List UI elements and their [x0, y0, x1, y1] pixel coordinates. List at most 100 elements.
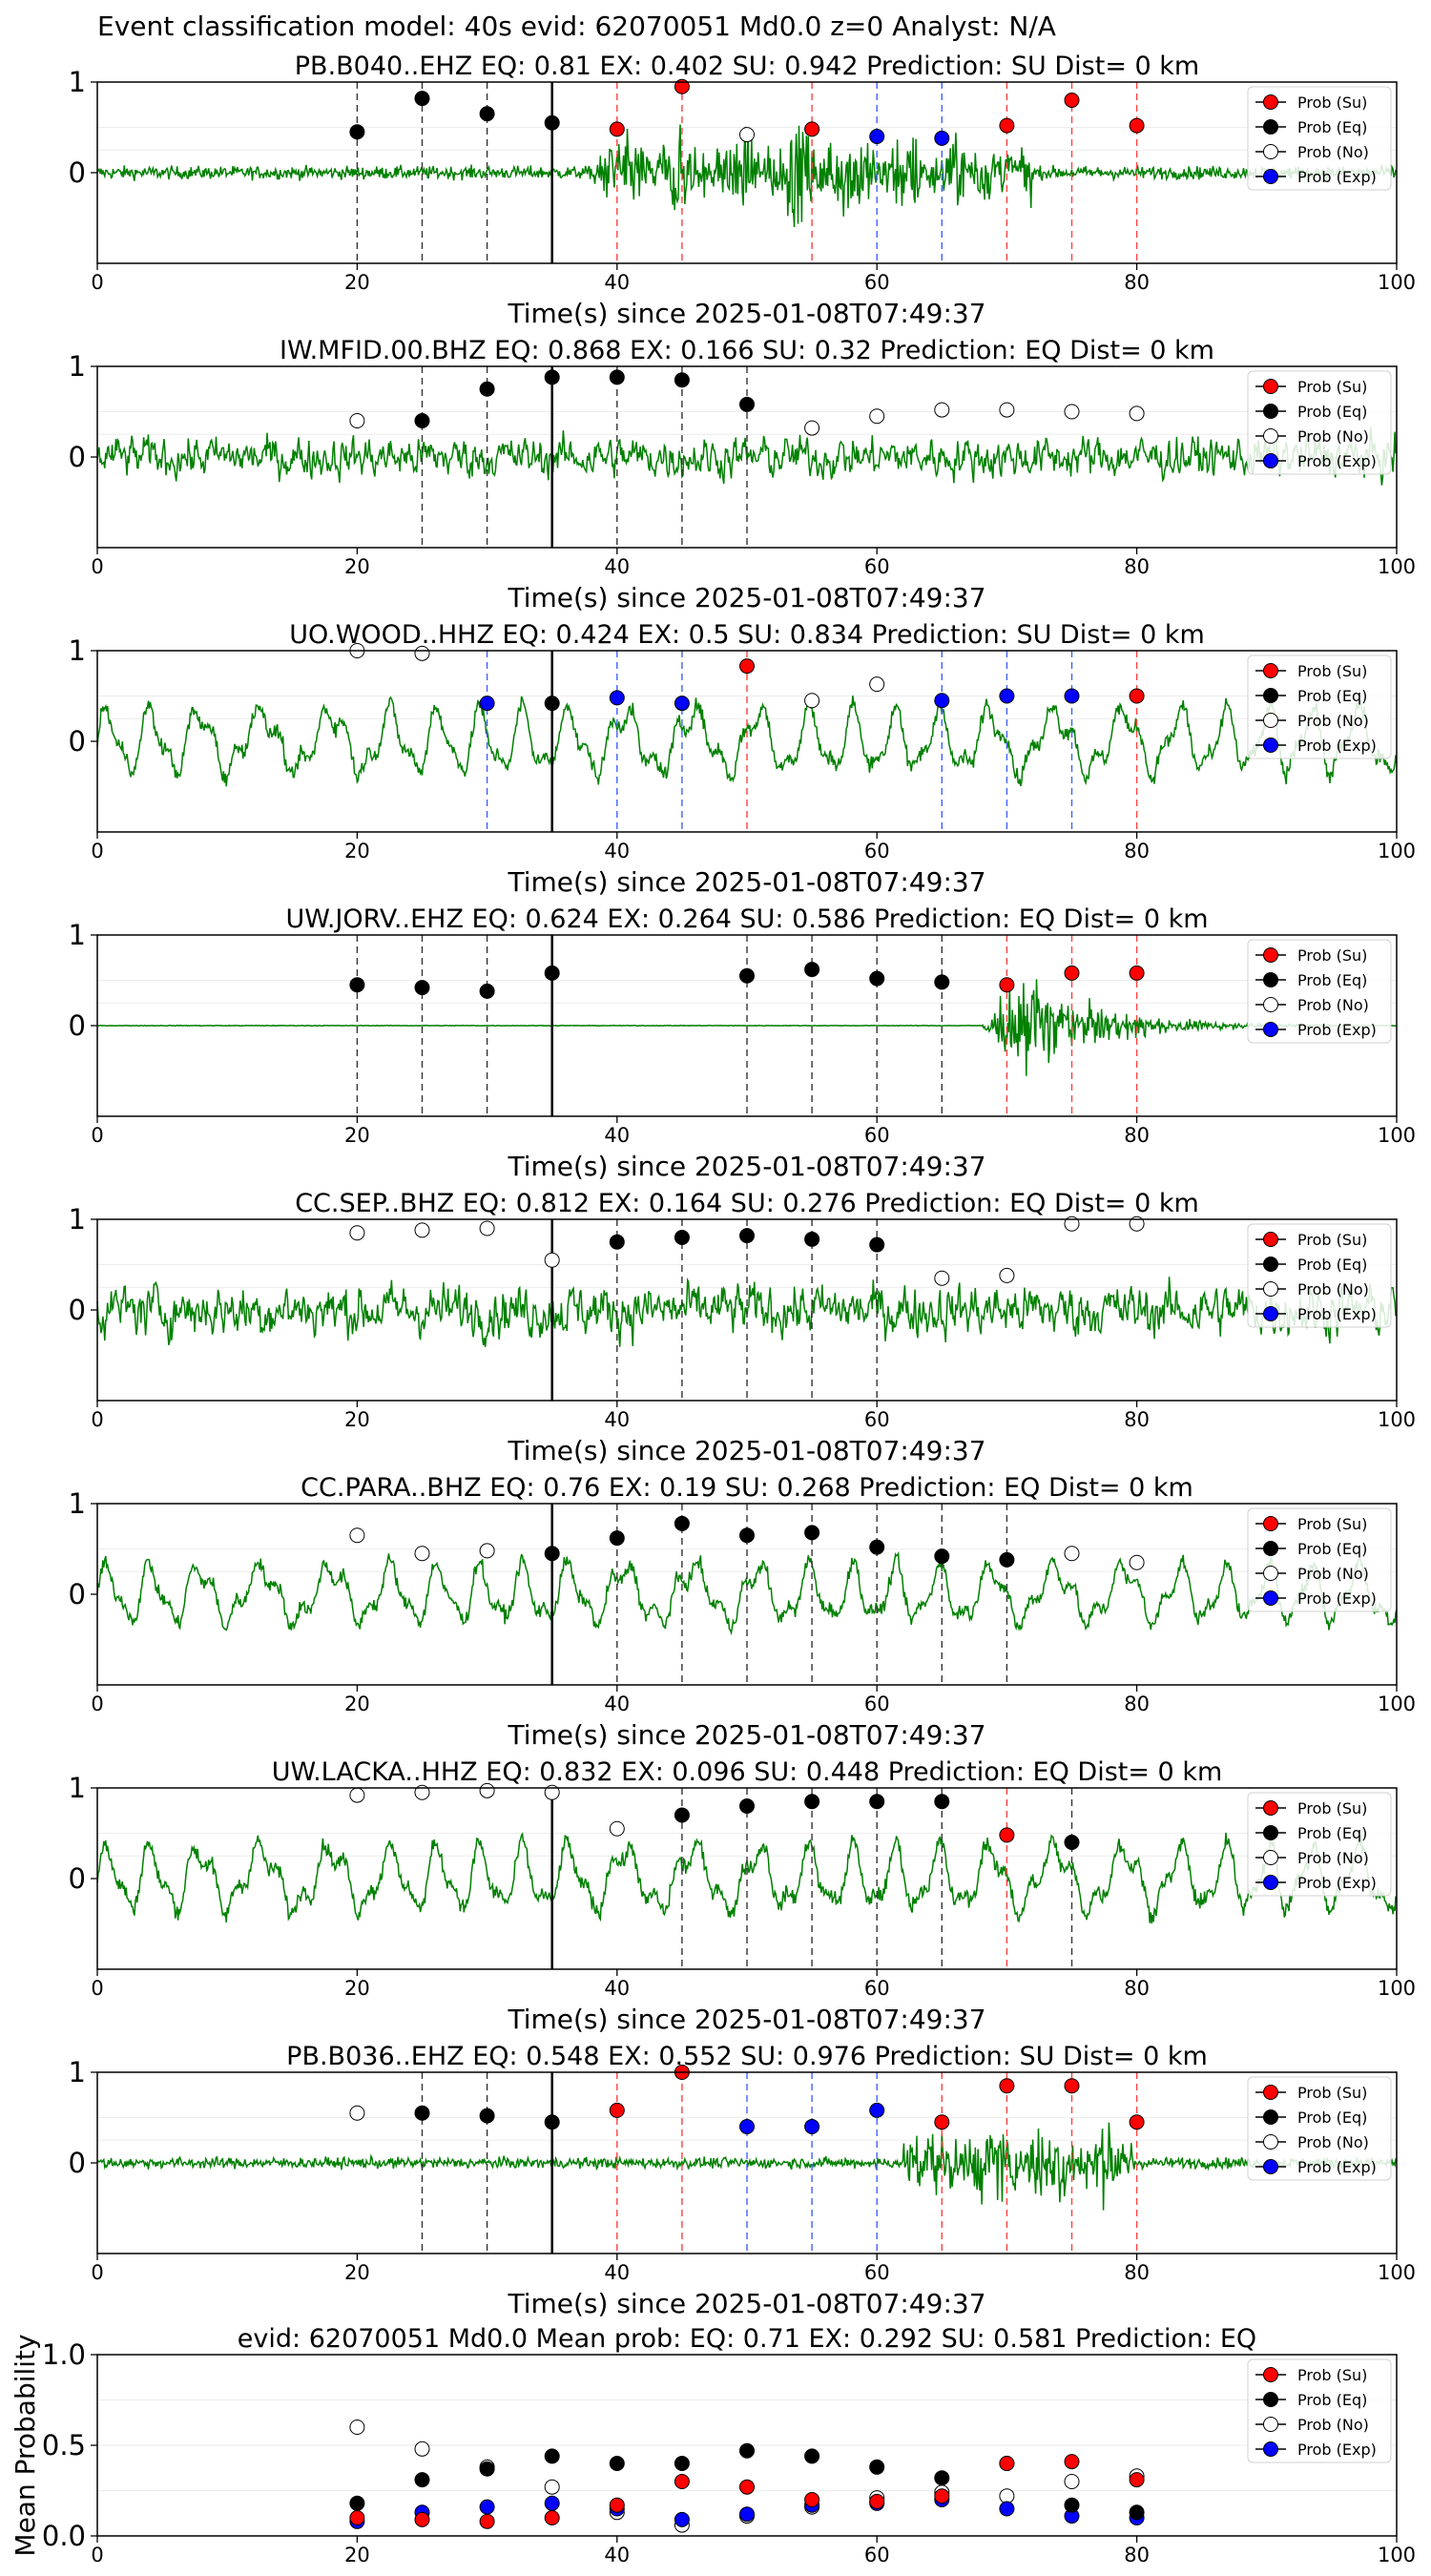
- x-tick-label: 20: [344, 1977, 370, 2000]
- x-tick-label: 20: [344, 2261, 370, 2284]
- mean-point-exp: [739, 2506, 755, 2523]
- prob-point-exp: [804, 2119, 820, 2134]
- x-axis-label: Time(s) since 2025-01-08T07:49:37: [507, 2004, 985, 2035]
- y-tick-label: 0: [69, 1862, 86, 1895]
- legend-box: [1247, 1507, 1392, 1612]
- prob-point-eq: [349, 977, 365, 993]
- mean-point-exp: [999, 2501, 1015, 2517]
- legend-label-exp: Prob (Exp): [1297, 1305, 1377, 1323]
- legend-box: [1247, 2358, 1392, 2463]
- x-tick-label: 100: [1378, 840, 1416, 862]
- legend-label-su: Prob (Su): [1297, 1231, 1367, 1249]
- panel-title: UW.LACKA..HHZ EQ: 0.832 EX: 0.096 SU: 0.…: [272, 1757, 1223, 1787]
- y-tick-label: 1.0: [42, 2338, 86, 2371]
- legend-label-su: Prob (Su): [1297, 946, 1367, 965]
- legend-marker-exp: [1263, 1022, 1278, 1037]
- prob-point-eq: [804, 1231, 820, 1247]
- x-tick-label: 100: [1378, 1124, 1416, 1147]
- legend-label-eq: Prob (Eq): [1297, 1824, 1367, 1842]
- prob-point-eq: [414, 91, 430, 107]
- x-tick-label: 0: [91, 2544, 103, 2566]
- x-tick-label: 100: [1378, 271, 1416, 294]
- mean-point-eq: [479, 2461, 495, 2477]
- x-tick-label: 60: [864, 271, 890, 294]
- legend-label-no: Prob (No): [1297, 1565, 1369, 1583]
- legend-label-su: Prob (Su): [1297, 2084, 1367, 2102]
- x-tick-label: 40: [604, 1408, 630, 1431]
- prob-point-no: [544, 1784, 560, 1800]
- x-tick-label: 0: [91, 555, 103, 578]
- prob-point-no: [414, 1546, 430, 1562]
- prob-point-no: [414, 645, 430, 661]
- x-tick-label: 20: [344, 555, 370, 578]
- x-tick-label: 20: [344, 1693, 370, 1715]
- x-tick-label: 40: [604, 1693, 630, 1715]
- x-tick-label: 100: [1378, 2544, 1416, 2566]
- mean-point-su: [479, 2513, 495, 2529]
- legend-marker-su: [1263, 94, 1278, 110]
- y-axis-label: Mean Probability: [10, 2334, 41, 2556]
- legend-label-su: Prob (Su): [1297, 662, 1367, 680]
- prob-point-no: [349, 1527, 365, 1544]
- y-tick-label: 1: [69, 350, 86, 383]
- legend-label-su: Prob (Su): [1297, 1515, 1367, 1533]
- legend-label-no: Prob (No): [1297, 427, 1369, 446]
- prob-point-eq: [804, 962, 820, 978]
- legend-label-eq: Prob (Eq): [1297, 2391, 1367, 2409]
- prob-point-eq: [739, 967, 755, 984]
- prob-point-exp: [869, 129, 885, 144]
- prob-point-eq: [544, 1546, 560, 1562]
- legend-label-eq: Prob (Eq): [1297, 1256, 1367, 1274]
- legend-marker-su: [1263, 2367, 1278, 2382]
- legend-marker-eq: [1263, 1541, 1278, 1556]
- prob-point-no: [1064, 1546, 1080, 1562]
- legend-marker-eq: [1263, 404, 1278, 419]
- panel-1: IW.MFID.00.BHZ EQ: 0.868 EX: 0.166 SU: 0…: [69, 336, 1417, 613]
- legend-marker-no: [1263, 144, 1278, 159]
- prob-point-no: [999, 402, 1015, 418]
- mean-point-eq: [1064, 2497, 1080, 2513]
- x-tick-label: 20: [344, 1124, 370, 1147]
- prob-point-su: [999, 2078, 1015, 2094]
- mean-point-eq: [934, 2470, 950, 2486]
- x-tick-label: 100: [1378, 1408, 1416, 1431]
- prob-point-no: [544, 1252, 560, 1268]
- legend-label-exp: Prob (Exp): [1297, 2158, 1377, 2176]
- prob-point-eq: [544, 696, 560, 712]
- x-tick-label: 0: [91, 2261, 103, 2284]
- legend-marker-eq: [1263, 1825, 1278, 1840]
- x-tick-label: 40: [604, 1124, 630, 1147]
- x-tick-label: 100: [1378, 555, 1416, 578]
- x-axis-label: Time(s) since 2025-01-08T07:49:37: [507, 1719, 985, 1751]
- mean-point-no: [414, 2441, 430, 2457]
- legend-marker-eq: [1263, 2392, 1278, 2407]
- mean-point-su: [609, 2497, 625, 2513]
- legend-marker-su: [1263, 1800, 1278, 1816]
- panel-title: UO.WOOD..HHZ EQ: 0.424 EX: 0.5 SU: 0.834…: [289, 620, 1205, 650]
- prob-point-no: [739, 127, 755, 143]
- legend-label-eq: Prob (Eq): [1297, 1540, 1367, 1558]
- mean-point-exp: [479, 2499, 495, 2515]
- prob-point-no: [479, 1543, 495, 1559]
- prob-point-no: [869, 676, 885, 693]
- panel-7: PB.B036..EHZ EQ: 0.548 EX: 0.552 SU: 0.9…: [69, 2042, 1417, 2319]
- prob-point-exp: [869, 2102, 885, 2118]
- x-tick-label: 80: [1124, 2261, 1150, 2284]
- x-tick-label: 60: [864, 840, 890, 862]
- prob-point-eq: [1064, 1835, 1080, 1850]
- x-tick-label: 80: [1124, 840, 1150, 862]
- x-tick-label: 0: [91, 1124, 103, 1147]
- y-tick-label: 1: [69, 1772, 86, 1804]
- prob-point-eq: [544, 114, 560, 131]
- y-tick-label: 0: [69, 1578, 86, 1610]
- x-tick-label: 20: [344, 840, 370, 862]
- prob-point-eq: [674, 1230, 690, 1245]
- prob-point-no: [609, 1820, 625, 1837]
- legend-label-no: Prob (No): [1297, 996, 1369, 1014]
- prob-point-no: [1129, 1554, 1145, 1570]
- prob-point-no: [414, 1784, 430, 1800]
- legend-label-no: Prob (No): [1297, 2416, 1369, 2434]
- legend-marker-no: [1263, 428, 1278, 444]
- legend-marker-exp: [1263, 2159, 1278, 2174]
- x-tick-label: 60: [864, 1124, 890, 1147]
